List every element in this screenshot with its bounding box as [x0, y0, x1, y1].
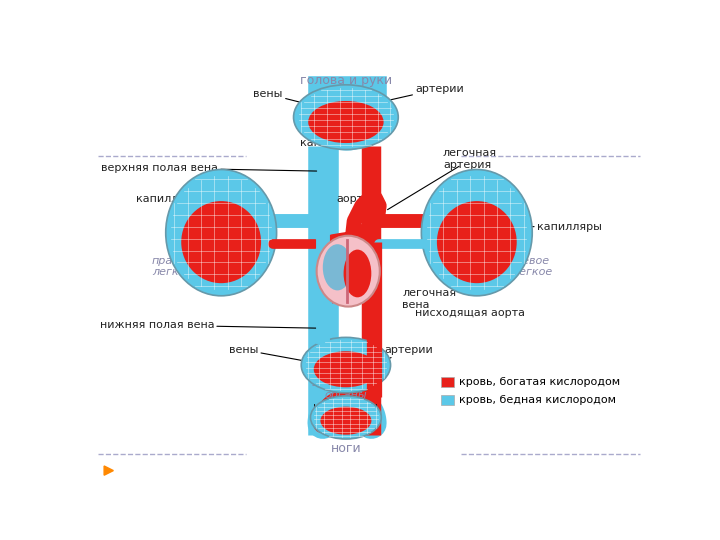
- Ellipse shape: [343, 249, 372, 298]
- Ellipse shape: [323, 244, 352, 291]
- Text: нижняя полая вена: нижняя полая вена: [99, 320, 317, 330]
- Text: нисходящая аорта: нисходящая аорта: [415, 308, 525, 318]
- Ellipse shape: [314, 351, 378, 387]
- Bar: [441, 377, 454, 387]
- Text: артерии: артерии: [377, 345, 433, 363]
- Ellipse shape: [301, 338, 390, 393]
- Ellipse shape: [421, 170, 532, 296]
- Text: голова и руки: голова и руки: [300, 74, 392, 87]
- Text: вены: вены: [253, 89, 320, 107]
- Ellipse shape: [308, 101, 384, 143]
- Text: правое
легкое: правое легкое: [152, 256, 194, 278]
- Ellipse shape: [317, 236, 379, 307]
- Ellipse shape: [310, 396, 382, 439]
- Ellipse shape: [166, 170, 276, 296]
- Text: внутренние
органы: внутренние органы: [311, 378, 381, 400]
- Bar: [441, 395, 454, 405]
- Polygon shape: [104, 466, 113, 475]
- Text: капилляры: капилляры: [526, 222, 602, 232]
- Ellipse shape: [294, 85, 398, 150]
- Text: капилляры: капилляры: [313, 347, 378, 356]
- Text: капилляры: капилляры: [300, 126, 364, 147]
- Text: легочная
артерия: легочная артерия: [443, 148, 497, 170]
- Text: артерии: артерии: [375, 84, 464, 103]
- Text: аорта: аорта: [337, 194, 371, 204]
- Ellipse shape: [437, 201, 517, 283]
- Ellipse shape: [320, 407, 372, 435]
- Text: верхняя полая вена: верхняя полая вена: [101, 163, 317, 173]
- Text: сердце: сердце: [320, 294, 361, 304]
- Text: капилляры: капилляры: [313, 402, 378, 412]
- Text: ноги: ноги: [330, 442, 361, 455]
- Text: капилляры: капилляры: [137, 194, 202, 204]
- Text: легочная
вена: легочная вена: [402, 288, 456, 310]
- Text: вены: вены: [229, 345, 319, 363]
- Ellipse shape: [181, 201, 261, 283]
- Text: кровь, бедная кислородом: кровь, бедная кислородом: [459, 395, 616, 405]
- Text: кровь, богатая кислородом: кровь, богатая кислородом: [459, 377, 620, 387]
- Text: левое
легкое: левое легкое: [512, 256, 552, 278]
